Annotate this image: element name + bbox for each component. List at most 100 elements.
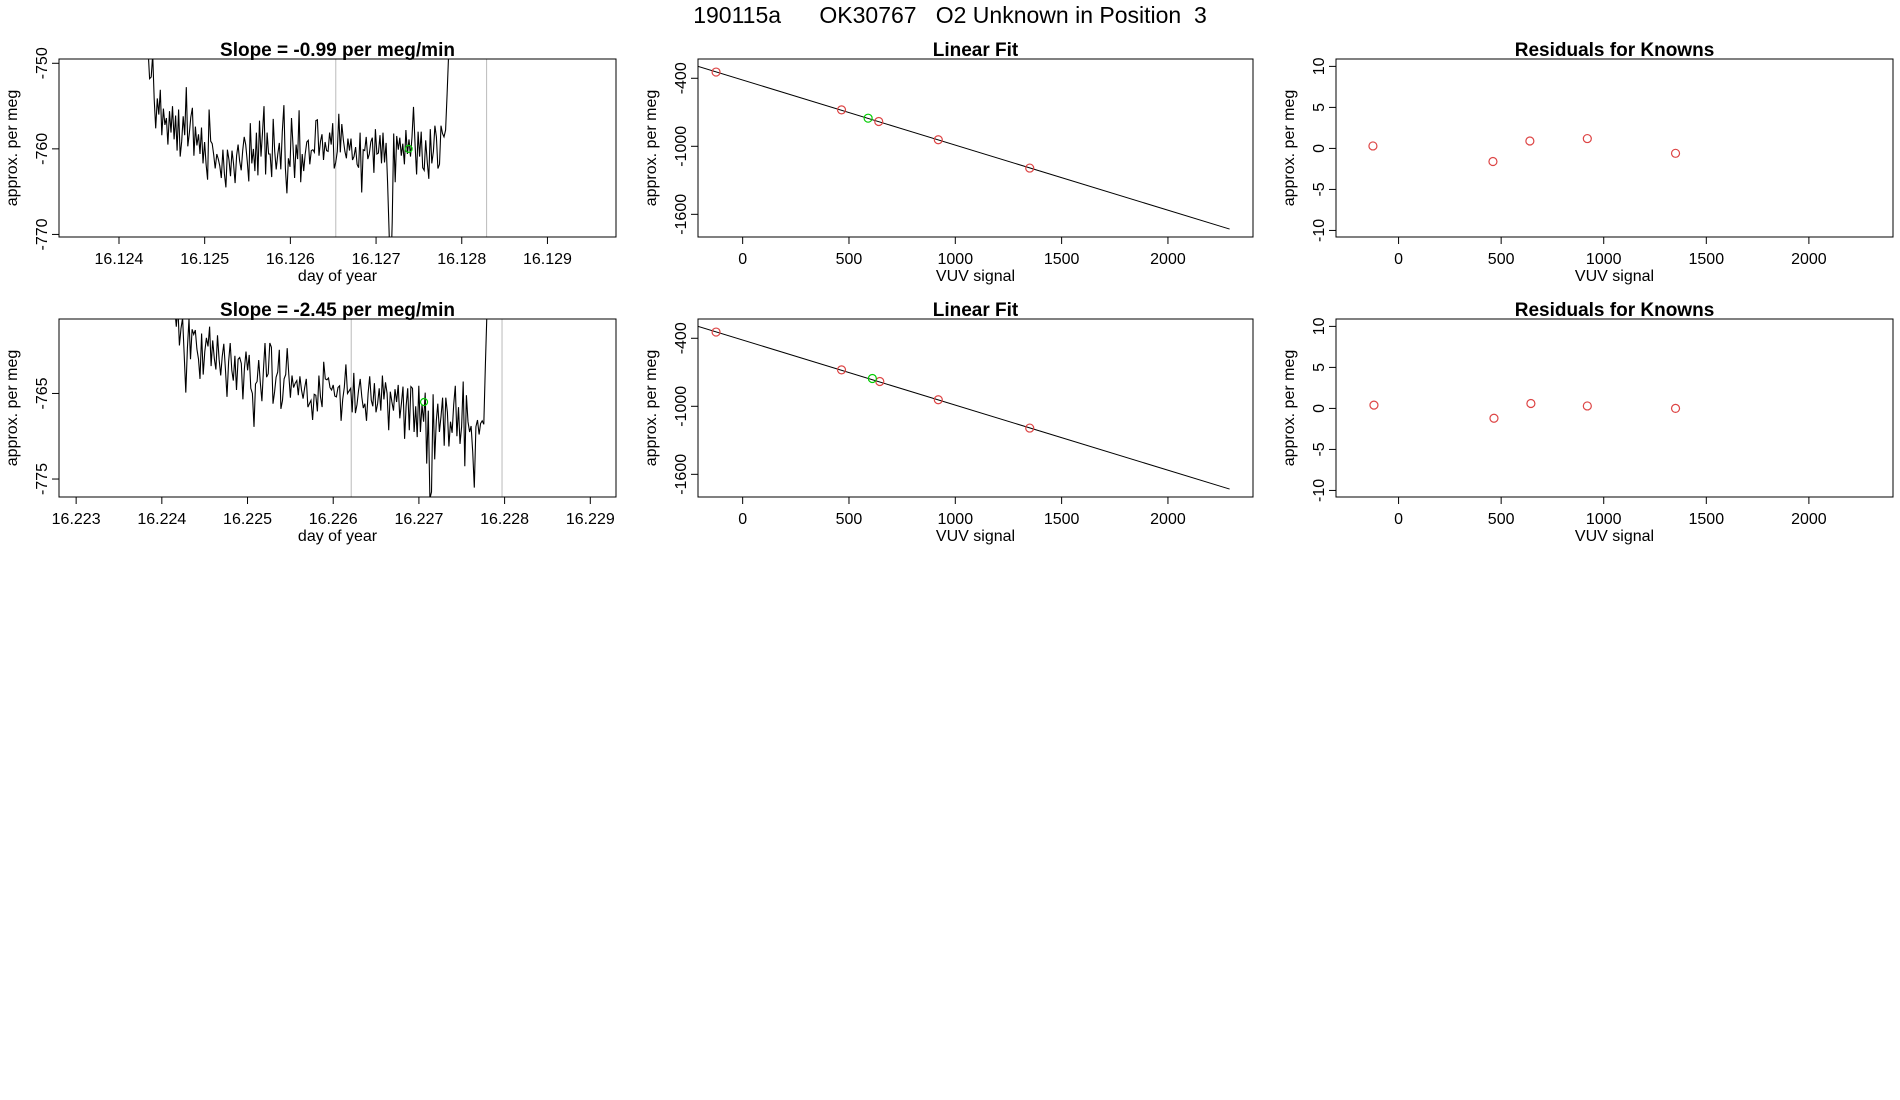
x-tick-label: 1500 (1689, 251, 1725, 268)
residual-point (1369, 400, 1379, 410)
residual-point (1670, 403, 1681, 414)
x-tick-label: 1000 (938, 511, 974, 528)
y-axis-label: approx. per meg (643, 90, 660, 207)
panel-p12: Linear Fit 0 500 1000 1500 2000 -400 -1000 -1600… (643, 40, 1254, 285)
known-point (836, 105, 847, 115)
y-tick-label: -765 (34, 377, 51, 409)
y-tick-label: 0 (1311, 144, 1328, 153)
y-tick-label: 5 (1311, 363, 1328, 372)
residual-point (1526, 398, 1536, 409)
plot-area (175, 319, 503, 497)
plot-frame (1335, 58, 1894, 238)
x-axis-label: VUV signal (936, 268, 1015, 285)
x-tick-label: 2000 (1150, 251, 1186, 268)
plot-area (698, 325, 1230, 490)
known-point (1025, 423, 1035, 433)
y-tick-label: -1000 (673, 126, 690, 167)
fit-line (698, 325, 1230, 490)
x-tick-label: 16.224 (137, 511, 186, 528)
y-axis-label: approx. per meg (4, 350, 21, 467)
y-tick-label: -400 (673, 322, 690, 354)
panel-title: Residuals for Knowns (1515, 40, 1715, 61)
known-point (836, 365, 847, 375)
y-tick-label: -750 (34, 47, 51, 79)
x-axis-label: VUV signal (936, 528, 1015, 545)
plot-area (1369, 398, 1681, 423)
known-point (1025, 163, 1035, 173)
residual-point (1525, 136, 1535, 146)
plot-frame (58, 318, 617, 498)
x-tick-label: 16.227 (394, 511, 443, 528)
plot-frame (58, 58, 617, 238)
figure-title: 190115a OK30767 O2 Unknown in Position 3 (693, 2, 1207, 28)
x-tick-label: 1500 (1044, 251, 1080, 268)
x-tick-label: 500 (836, 511, 863, 528)
plot-frame (1335, 318, 1894, 498)
panel-p21: Slope = -2.45 per meg/min 16.223 16.224 16.… (4, 300, 617, 545)
plot-area (1368, 133, 1681, 167)
x-tick-label: 16.128 (437, 251, 486, 268)
x-tick-label: 1500 (1689, 511, 1725, 528)
x-tick-label: 16.225 (223, 511, 272, 528)
x-tick-label: 500 (1488, 251, 1515, 268)
residual-point (1368, 141, 1378, 151)
y-tick-label: 5 (1311, 103, 1328, 112)
panel-p23: Residuals for Knowns 0 500 1000 1500 2000 10 5 0… (1281, 300, 1894, 545)
series-line (175, 319, 488, 497)
x-tick-label: 16.223 (52, 511, 101, 528)
residual-point (1670, 148, 1681, 158)
x-tick-label: 16.229 (566, 511, 615, 528)
known-point (711, 327, 721, 337)
x-axis-label: VUV signal (1575, 528, 1654, 545)
panel-title: Slope = -0.99 per meg/min (220, 40, 455, 61)
y-tick-label: 0 (1311, 404, 1328, 413)
x-tick-label: 2000 (1791, 251, 1827, 268)
panel-title: Linear Fit (933, 300, 1019, 321)
y-tick-label: -5 (1311, 442, 1328, 456)
unknown-marker (404, 144, 413, 153)
y-tick-label: -10 (1311, 479, 1328, 502)
x-axis-label: day of year (298, 528, 378, 545)
x-tick-label: 1000 (938, 251, 974, 268)
series-line (148, 59, 449, 237)
unknown-point (867, 373, 877, 384)
plot-area (698, 65, 1230, 230)
residual-point (1582, 133, 1592, 144)
known-point (933, 395, 943, 405)
x-tick-label: 16.125 (180, 251, 229, 268)
fit-line (698, 65, 1230, 230)
x-tick-label: 2000 (1150, 511, 1186, 528)
y-tick-label: 10 (1311, 57, 1328, 75)
y-tick-label: -1600 (673, 454, 690, 495)
y-axis-label: approx. per meg (643, 350, 660, 467)
residual-point (1582, 401, 1592, 411)
y-tick-label: -760 (34, 133, 51, 165)
x-tick-label: 16.127 (352, 251, 401, 268)
known-point (874, 116, 884, 127)
plot-frame (697, 318, 1254, 498)
x-axis-label: VUV signal (1575, 268, 1654, 285)
panel-p13: Residuals for Knowns 0 500 1000 1500 2000 10 5 0… (1281, 40, 1894, 285)
unknown-point (863, 113, 873, 123)
panel-title: Residuals for Knowns (1515, 300, 1715, 321)
panel-title: Linear Fit (933, 40, 1019, 61)
x-tick-label: 16.129 (523, 251, 572, 268)
x-tick-label: 500 (836, 251, 863, 268)
x-tick-label: 0 (1394, 251, 1403, 268)
y-axis-label: approx. per meg (1281, 90, 1298, 207)
x-tick-label: 16.226 (309, 511, 358, 528)
panel-p11: Slope = -0.99 per meg/min 16.124 16.125 16.… (4, 40, 617, 285)
plot-area (148, 59, 488, 237)
known-point (933, 135, 943, 145)
plot-frame (697, 58, 1254, 238)
x-tick-label: 16.126 (266, 251, 315, 268)
y-tick-label: -1000 (673, 386, 690, 427)
x-tick-label: 0 (738, 511, 747, 528)
residual-point (1489, 413, 1499, 423)
x-tick-label: 500 (1488, 511, 1515, 528)
panel-p22: Linear Fit 0 500 1000 1500 2000 -400 -1000 -1600… (643, 300, 1254, 545)
y-tick-label: -775 (34, 463, 51, 495)
y-axis-label: approx. per meg (1281, 350, 1298, 467)
y-tick-label: -5 (1311, 182, 1328, 196)
